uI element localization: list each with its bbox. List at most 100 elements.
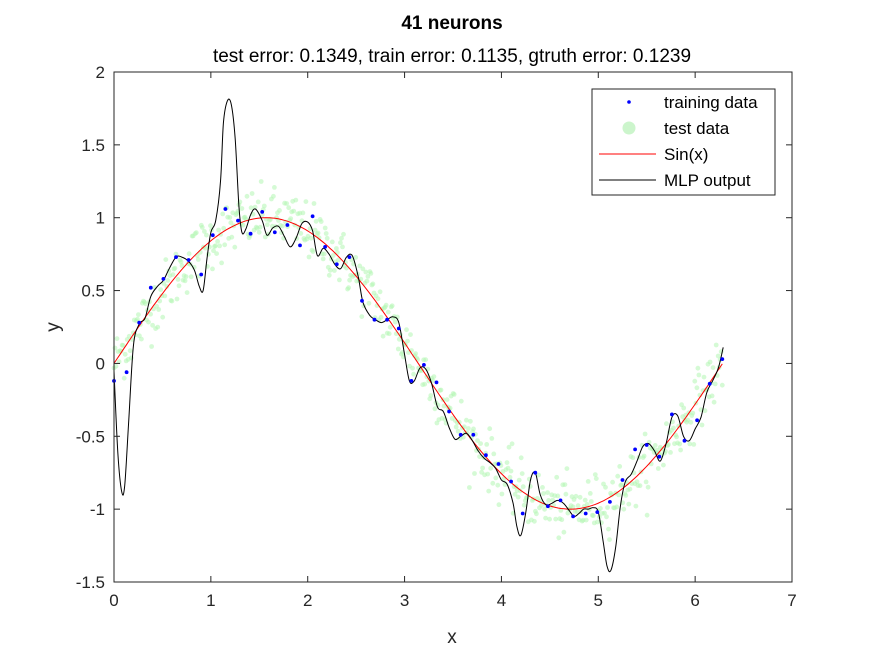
training-point — [608, 500, 612, 504]
test-point — [486, 488, 492, 494]
test-point — [575, 503, 581, 509]
test-point — [477, 454, 482, 459]
test-point — [583, 517, 589, 523]
test-point — [512, 491, 518, 497]
ticks: 0 1 2 3 4 5 6 7 -1.5 -1 -0.5 0 0.5 1 1.5 2 — [76, 63, 797, 610]
test-point — [603, 484, 608, 490]
test-point — [404, 327, 409, 333]
test-point — [590, 513, 596, 518]
training-point — [644, 443, 649, 447]
test-point — [521, 502, 527, 508]
test-point — [359, 314, 365, 319]
test-point — [378, 314, 384, 320]
test-point — [506, 444, 512, 450]
test-point — [353, 255, 359, 260]
training-point — [620, 478, 625, 482]
test-point — [709, 393, 715, 399]
training-point — [137, 320, 142, 325]
test-point — [306, 254, 312, 260]
test-point — [148, 311, 154, 317]
x-tick-label: 0 — [109, 591, 118, 610]
legend-label-sin: Sin(x) — [664, 145, 708, 164]
test-point — [121, 375, 127, 381]
test-point — [423, 357, 429, 363]
y-tick-label: -1 — [90, 500, 105, 519]
test-point — [695, 365, 701, 371]
test-point — [480, 465, 485, 471]
test-point — [324, 235, 330, 241]
test-point — [644, 512, 650, 518]
test-point — [262, 234, 268, 240]
test-point — [229, 234, 235, 240]
test-point — [163, 257, 169, 262]
test-point — [487, 426, 493, 432]
test-point — [322, 225, 328, 231]
test-point — [149, 344, 155, 349]
test-point — [614, 504, 620, 510]
test-point — [478, 441, 483, 446]
test-point — [116, 359, 122, 365]
test-point — [208, 223, 213, 229]
test-point — [284, 201, 289, 206]
test-point — [458, 398, 464, 404]
test-point — [120, 343, 126, 348]
y-tick-label: 0 — [96, 354, 105, 373]
test-point — [559, 517, 565, 523]
test-point — [184, 290, 190, 295]
test-point — [337, 277, 342, 283]
test-point — [158, 287, 164, 293]
test-point — [455, 428, 461, 434]
test-point — [441, 403, 447, 409]
test-point — [191, 264, 197, 270]
test-point — [385, 309, 391, 315]
training-point — [695, 418, 699, 423]
test-point — [136, 312, 141, 317]
test-point — [616, 492, 622, 498]
test-point — [334, 246, 339, 251]
test-point — [553, 516, 559, 522]
test-point — [666, 442, 671, 447]
test-point — [518, 455, 524, 461]
test-point — [255, 199, 261, 205]
test-point — [164, 284, 170, 289]
test-point — [491, 451, 497, 457]
test-point — [396, 336, 402, 342]
training-point — [571, 514, 575, 519]
test-point — [558, 508, 564, 513]
test-point — [186, 251, 192, 257]
test-point — [555, 493, 561, 499]
test-point — [172, 265, 178, 271]
test-point — [527, 484, 533, 489]
test-point — [316, 235, 322, 241]
training-point — [707, 381, 712, 386]
test-point — [239, 206, 245, 211]
test-point — [655, 466, 661, 471]
test-point — [340, 244, 345, 250]
test-point — [330, 253, 336, 258]
training-point — [186, 258, 191, 262]
test-point — [308, 235, 314, 241]
test-point — [220, 211, 226, 217]
test-point — [365, 274, 371, 279]
test-point — [712, 381, 718, 387]
sin-curve — [113, 217, 723, 510]
test-point — [634, 479, 640, 485]
test-point — [380, 333, 386, 339]
test-point — [204, 232, 209, 238]
x-axis-label: x — [447, 627, 457, 648]
test-point — [432, 406, 438, 412]
test-point — [691, 442, 697, 447]
test-point — [719, 382, 725, 388]
test-point — [678, 447, 683, 453]
test-point — [298, 231, 304, 236]
plot-frame — [113, 71, 793, 583]
test-point — [389, 303, 395, 309]
training-point — [334, 262, 339, 267]
test-point — [541, 491, 546, 496]
test-point — [674, 434, 679, 440]
test-point — [256, 229, 262, 235]
training-point — [484, 453, 488, 458]
test-data-layer — [111, 179, 725, 542]
axes — [113, 71, 793, 583]
y-tick-label: 1 — [96, 209, 105, 228]
